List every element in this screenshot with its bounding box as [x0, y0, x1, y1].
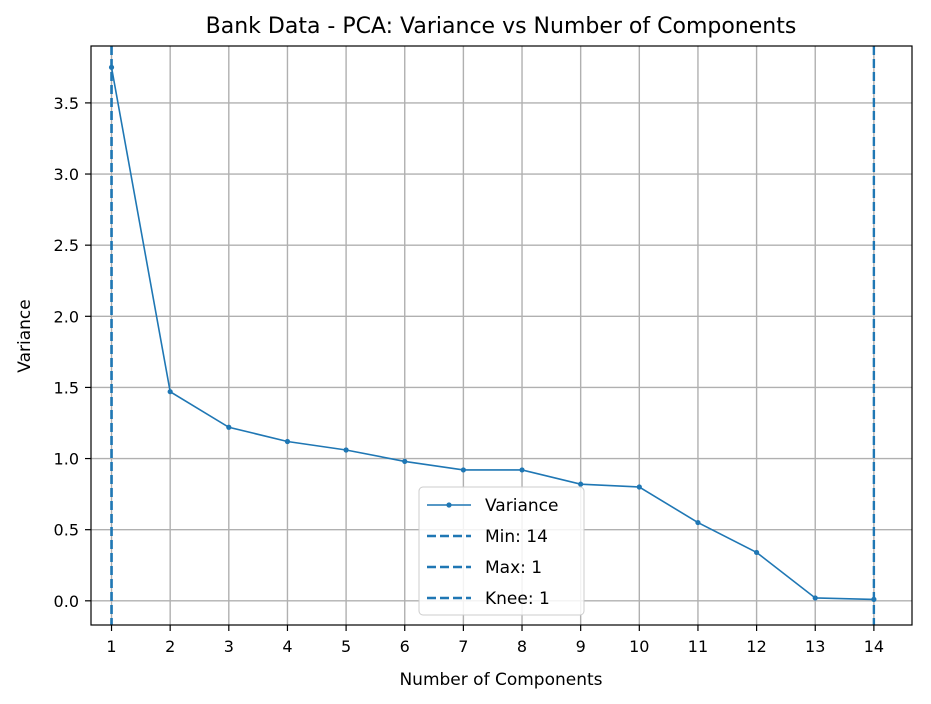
- x-tick-label: 10: [629, 637, 649, 656]
- data-point: [343, 447, 349, 453]
- y-tick-label: 2.5: [54, 236, 79, 255]
- x-tick-label: 1: [106, 637, 116, 656]
- data-point: [519, 467, 525, 473]
- x-axis-ticks: 1 2 3 4 5 6 7 8 9 10 11 12 13 14: [106, 625, 884, 656]
- x-tick-label: 9: [576, 637, 586, 656]
- series-layer: [108, 64, 877, 602]
- legend-label: Max: 1: [485, 558, 542, 578]
- data-point: [460, 467, 466, 473]
- x-tick-label: 12: [746, 637, 766, 656]
- data-point: [812, 595, 818, 601]
- plot-frame: [90, 45, 913, 626]
- legend-label: Knee: 1: [485, 589, 550, 609]
- data-point: [108, 64, 115, 70]
- legend: Variance Min: 14 Max: 1 Knee: 1: [418, 486, 585, 616]
- x-tick-label: 11: [688, 637, 708, 656]
- series-line: [110, 67, 874, 601]
- y-axis-label: Variance: [15, 299, 35, 372]
- x-tick-label: 8: [517, 637, 527, 656]
- y-tick-label: 3.0: [54, 165, 79, 184]
- y-tick-label: 1.0: [54, 450, 79, 469]
- x-tick-label: 14: [864, 637, 884, 656]
- data-point: [871, 596, 877, 602]
- y-axis-ticks: 0.0 0.5 1.0 1.5 2.0 2.5 3.0 3.5: [54, 94, 91, 611]
- y-tick-label: 0.0: [54, 592, 79, 611]
- y-tick-label: 1.5: [54, 378, 79, 397]
- data-point: [578, 481, 584, 487]
- x-tick-label: 4: [282, 637, 292, 656]
- data-point: [636, 484, 642, 490]
- x-tick-label: 13: [805, 637, 825, 656]
- data-point: [753, 549, 760, 556]
- reference-lines: [110, 46, 876, 625]
- data-point: [284, 438, 291, 445]
- x-tick-label: 7: [458, 637, 468, 656]
- legend-label: Variance: [485, 496, 558, 516]
- legend-box: [418, 486, 585, 616]
- data-point: [167, 389, 173, 395]
- x-tick-label: 2: [165, 637, 175, 656]
- x-tick-label: 6: [400, 637, 410, 656]
- y-tick-label: 3.5: [54, 94, 79, 113]
- x-axis-label: Number of Components: [399, 670, 602, 690]
- data-point: [695, 519, 701, 526]
- legend-marker: [446, 502, 452, 508]
- x-tick-label: 3: [224, 637, 234, 656]
- data-point: [226, 424, 232, 430]
- y-tick-label: 0.5: [54, 521, 79, 540]
- data-point: [402, 458, 408, 465]
- chart-title: Bank Data - PCA: Variance vs Number of C…: [206, 14, 797, 39]
- x-tick-label: 5: [341, 637, 351, 656]
- legend-label: Min: 14: [485, 527, 548, 547]
- y-tick-label: 2.0: [54, 307, 79, 326]
